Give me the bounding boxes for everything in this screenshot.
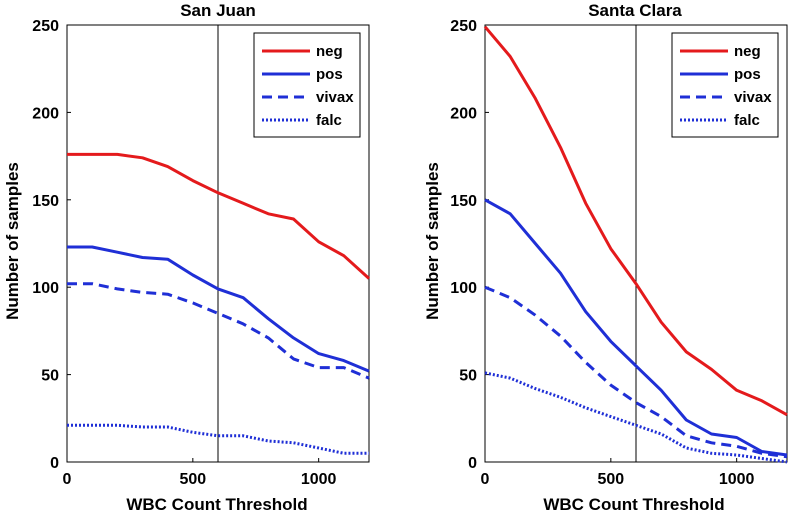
legend: neg pos vivax falc — [253, 32, 361, 138]
legend-label-pos: pos — [316, 66, 343, 83]
axis-ticks: 0 500 1000 0 50 100 150 200 250 — [32, 18, 336, 488]
chart-title: Santa Clara — [588, 1, 682, 20]
x-axis-label: WBC Count Threshold — [126, 495, 307, 514]
y-axis-label: Number of samples — [423, 162, 442, 320]
x-tick-label: 500 — [597, 471, 624, 488]
chart-panel-san-juan: San Juan Number of samples WBC Count Thr… — [3, 1, 371, 514]
y-tick-label: 100 — [450, 280, 477, 297]
series-line-pos — [67, 245, 370, 373]
x-tick-label: 0 — [63, 471, 72, 488]
y-tick-label: 150 — [32, 193, 59, 210]
legend-label-pos: pos — [734, 66, 761, 83]
y-axis-label: Number of samples — [3, 162, 22, 320]
y-tick-label: 250 — [450, 18, 477, 35]
series-line-falc — [484, 371, 788, 464]
series-line-vivax — [67, 282, 370, 380]
series-line-pos — [484, 198, 788, 457]
series-line-falc — [67, 423, 369, 455]
y-tick-label: 50 — [459, 368, 477, 385]
legend-label-vivax: vivax — [734, 89, 772, 106]
legend-entries: neg pos vivax falc — [680, 43, 772, 129]
y-tick-label: 150 — [450, 193, 477, 210]
y-tick-label: 200 — [32, 105, 59, 122]
legend: neg pos vivax falc — [671, 32, 779, 138]
axis-ticks: 0 500 1000 0 50 100 150 200 250 — [450, 18, 754, 488]
x-tick-label: 0 — [481, 471, 490, 488]
chart-title: San Juan — [180, 1, 256, 20]
legend-label-neg: neg — [734, 43, 761, 60]
series-line-neg — [483, 25, 788, 417]
x-tick-label: 1000 — [719, 471, 755, 488]
y-tick-label: 250 — [32, 18, 59, 35]
series-line-vivax — [484, 285, 788, 459]
y-tick-label: 0 — [50, 455, 59, 472]
legend-label-falc: falc — [316, 112, 342, 129]
x-tick-label: 500 — [179, 471, 206, 488]
chart-panel-santa-clara: Santa Clara Number of samples WBC Count … — [423, 1, 788, 514]
y-tick-label: 50 — [41, 368, 59, 385]
y-tick-label: 100 — [32, 280, 59, 297]
series-line-neg — [67, 152, 371, 280]
y-tick-label: 0 — [468, 455, 477, 472]
series-lines — [67, 152, 371, 455]
legend-entries: neg pos vivax falc — [262, 43, 354, 129]
y-tick-label: 200 — [450, 105, 477, 122]
x-tick-label: 1000 — [301, 471, 337, 488]
legend-label-vivax: vivax — [316, 89, 354, 106]
legend-label-falc: falc — [734, 112, 760, 129]
x-axis-label: WBC Count Threshold — [543, 495, 724, 514]
series-lines — [483, 25, 788, 464]
legend-label-neg: neg — [316, 43, 343, 60]
